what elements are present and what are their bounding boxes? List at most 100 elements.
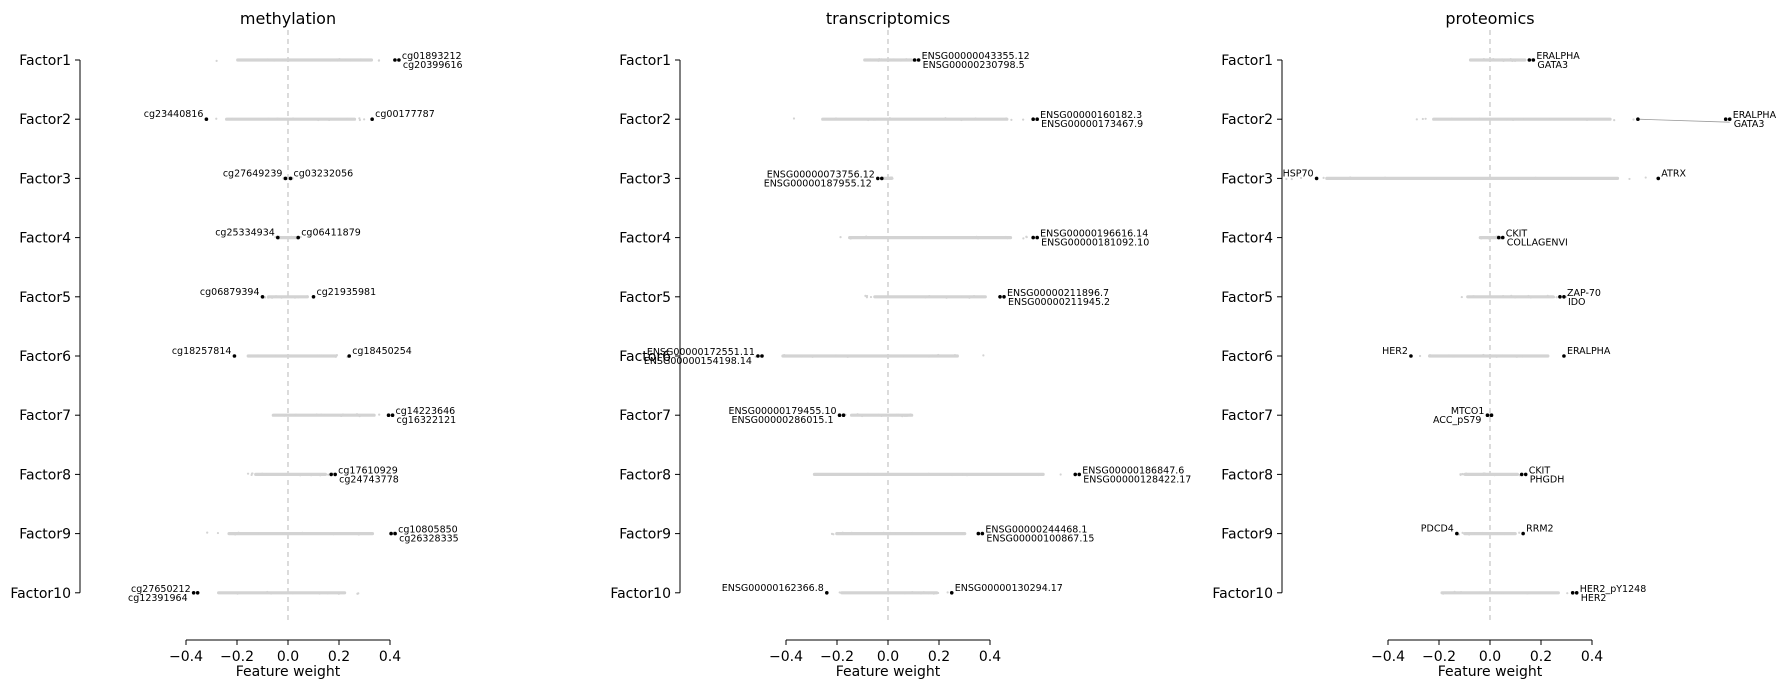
feature-point bbox=[989, 118, 992, 121]
factor-label: Factor5 bbox=[619, 290, 671, 306]
feature-point bbox=[901, 415, 904, 418]
feature-point bbox=[1526, 592, 1529, 595]
feature-point bbox=[889, 531, 892, 535]
feature-point bbox=[846, 355, 849, 358]
feature-point bbox=[832, 533, 835, 536]
feature-label: GATA3 bbox=[1537, 60, 1568, 71]
feature-point bbox=[216, 531, 220, 535]
x-tick-label: −0.4 bbox=[169, 649, 203, 665]
feature-label: ENSG00000073756.12 bbox=[767, 169, 875, 180]
feature-label: ERALPHA bbox=[1536, 51, 1580, 62]
feature-label: ACC_pS79 bbox=[1433, 415, 1482, 426]
feature-point bbox=[1553, 296, 1556, 299]
feature-point bbox=[326, 592, 329, 595]
feature-point bbox=[1492, 57, 1495, 61]
feature-point bbox=[880, 414, 883, 418]
feature-label: HER2 bbox=[1581, 593, 1607, 604]
feature-point bbox=[960, 118, 963, 122]
feature-point bbox=[283, 532, 286, 535]
feature-label: ZAP-70 bbox=[1567, 288, 1601, 299]
feature-point bbox=[877, 59, 880, 62]
factor-label: Factor9 bbox=[619, 527, 671, 543]
feature-point bbox=[940, 354, 944, 357]
feature-point bbox=[310, 532, 313, 535]
feature-label: ENSG00000128422.17 bbox=[1083, 474, 1191, 485]
feature-point bbox=[1522, 59, 1525, 62]
feature-point bbox=[903, 592, 906, 595]
feature-point bbox=[865, 235, 868, 238]
feature-label: ENSG00000130294.17 bbox=[955, 583, 1063, 594]
feature-point bbox=[911, 531, 914, 535]
leader-line bbox=[1637, 118, 1730, 123]
highlighted-feature bbox=[1500, 235, 1505, 240]
feature-point bbox=[291, 117, 295, 120]
feature-point bbox=[1285, 177, 1288, 181]
feature-label: cg18257814 bbox=[172, 346, 232, 357]
feature-point bbox=[783, 354, 786, 357]
x-tick-label: −0.2 bbox=[1422, 649, 1456, 665]
feature-point bbox=[927, 472, 930, 475]
factor-label: Factor7 bbox=[19, 408, 71, 424]
feature-point bbox=[283, 414, 286, 417]
feature-point bbox=[953, 353, 957, 357]
feature-point bbox=[320, 413, 323, 416]
feature-point bbox=[855, 591, 858, 594]
feature-point bbox=[264, 296, 267, 299]
feature-point bbox=[1483, 236, 1486, 239]
x-axis-label: Feature weight bbox=[836, 664, 941, 680]
feature-point bbox=[280, 532, 283, 535]
feature-label: cg20399616 bbox=[403, 60, 463, 71]
feature-point bbox=[982, 354, 985, 357]
x-tick-label: 0.0 bbox=[1479, 649, 1501, 665]
x-axis-label: Feature weight bbox=[1438, 664, 1543, 680]
feature-point bbox=[272, 295, 275, 299]
feature-point bbox=[890, 177, 894, 180]
feature-point bbox=[835, 531, 839, 535]
feature-label: COLLAGENVI bbox=[1507, 238, 1568, 249]
highlighted-feature bbox=[393, 58, 397, 62]
feature-point bbox=[316, 354, 319, 357]
feature-point bbox=[968, 296, 971, 299]
feature-point bbox=[1460, 295, 1463, 299]
highlighted-feature bbox=[880, 176, 884, 181]
highlighted-feature bbox=[204, 117, 209, 121]
feature-point bbox=[949, 473, 953, 476]
feature-point bbox=[919, 592, 923, 595]
highlighted-feature bbox=[1531, 58, 1536, 62]
feature-point bbox=[1521, 355, 1524, 358]
feature-point bbox=[922, 591, 925, 594]
highlighted-feature bbox=[191, 591, 196, 595]
highlighted-feature bbox=[1031, 117, 1035, 121]
feature-point bbox=[909, 58, 912, 61]
feature-point bbox=[206, 531, 209, 534]
x-tick-label: 0.2 bbox=[1530, 649, 1552, 665]
feature-point bbox=[335, 58, 339, 62]
feature-point bbox=[319, 474, 322, 477]
feature-label: cg06879394 bbox=[200, 287, 260, 298]
feature-point bbox=[895, 59, 898, 62]
feature-point bbox=[924, 235, 928, 239]
factor-label: Factor4 bbox=[19, 231, 71, 247]
feature-point bbox=[838, 591, 841, 594]
feature-label: cg16322121 bbox=[397, 415, 457, 426]
feature-point bbox=[330, 414, 333, 417]
feature-point bbox=[1418, 354, 1422, 358]
feature-point bbox=[835, 354, 838, 357]
feature-point bbox=[1474, 532, 1477, 536]
highlighted-feature bbox=[1489, 413, 1494, 418]
feature-point bbox=[327, 473, 330, 476]
feature-label: CKIT bbox=[1506, 229, 1528, 240]
feature-point bbox=[315, 413, 318, 416]
highlighted-feature bbox=[1496, 235, 1501, 240]
feature-point bbox=[1037, 473, 1040, 477]
feature-point bbox=[800, 355, 803, 358]
feature-point bbox=[865, 294, 869, 298]
panel-proteomics: proteomics Factor1 Factor2 Factor3 Factor4 Fa… bbox=[1212, 9, 1776, 680]
feature-point bbox=[1465, 472, 1468, 475]
feature-point bbox=[1570, 176, 1573, 180]
highlighted-feature bbox=[756, 354, 760, 358]
feature-label: cg25334934 bbox=[215, 228, 275, 239]
highlighted-feature bbox=[998, 295, 1002, 299]
feature-point bbox=[1421, 117, 1424, 121]
feature-point bbox=[1628, 177, 1631, 181]
